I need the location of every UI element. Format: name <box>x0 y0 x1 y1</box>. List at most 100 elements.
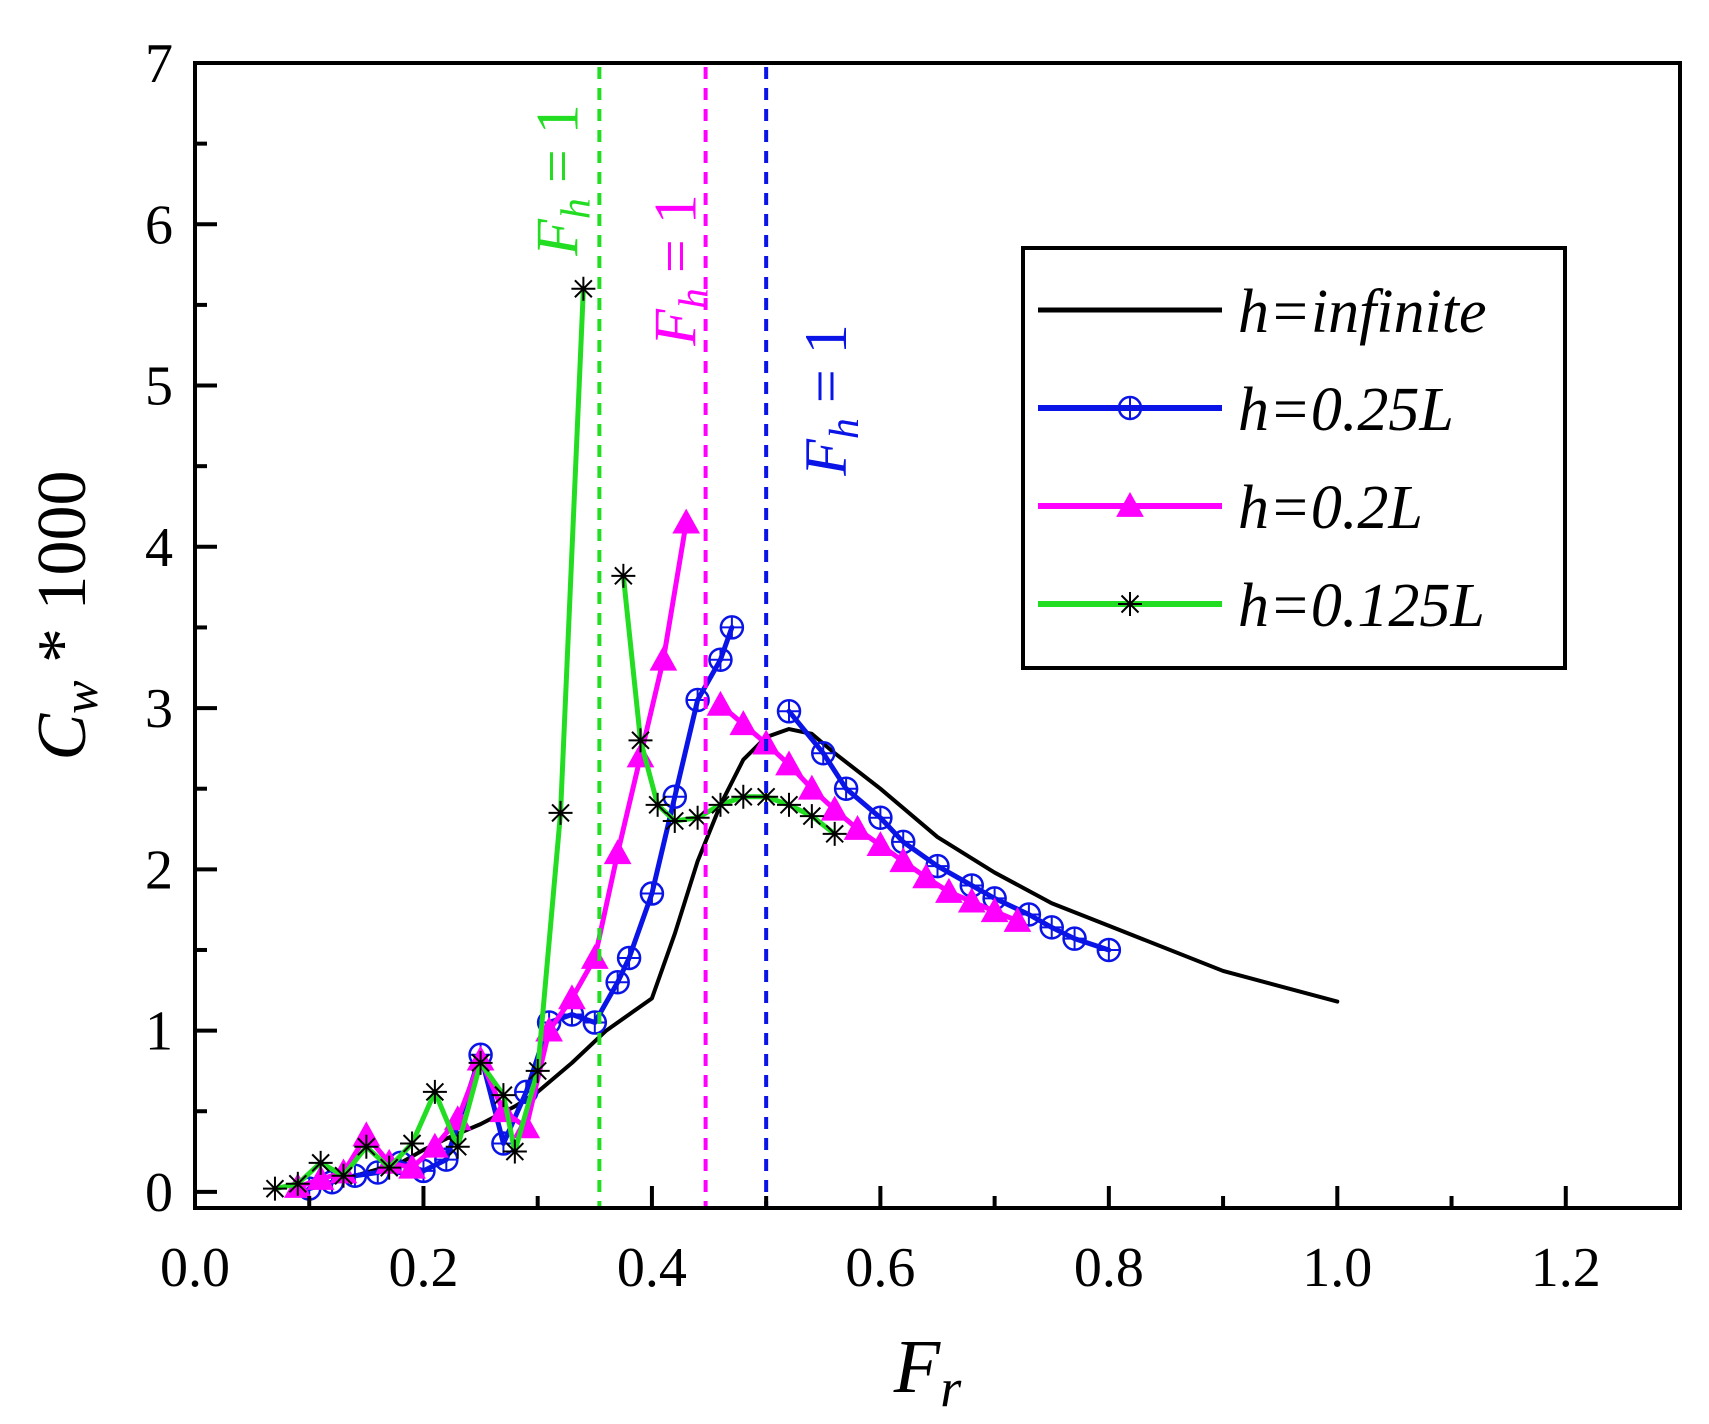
fh-label-main: F <box>643 308 709 347</box>
data-point <box>628 728 653 753</box>
data-point <box>571 276 596 301</box>
data-point <box>729 710 758 736</box>
legend-item: h=0.2L <box>1038 474 1423 542</box>
y-axis-title-sub: w <box>52 680 108 713</box>
data-point <box>582 1010 608 1035</box>
marker-stroke <box>734 787 753 806</box>
marker-stroke <box>448 1137 467 1156</box>
data-point <box>308 1150 333 1175</box>
y-axis-title: Cw * 1000 <box>24 470 108 760</box>
fh-label-rest: = 1 <box>643 194 709 288</box>
marker-stroke <box>631 731 650 750</box>
data-point <box>605 969 630 995</box>
series-line <box>786 708 1112 953</box>
y-tick-label: 7 <box>145 33 173 95</box>
legend: h=infinite h=0.25L h=0.2L h=0.125L <box>1021 246 1567 670</box>
data-point <box>354 1134 379 1159</box>
y-axis-title-rest: * 1000 <box>24 470 101 680</box>
data-point <box>603 839 632 865</box>
marker-stroke <box>311 1153 330 1173</box>
x-axis-title-sub: r <box>940 1358 962 1418</box>
marker-stroke <box>494 1085 513 1105</box>
data-point <box>811 740 836 766</box>
data-point <box>706 690 735 716</box>
marker-stroke <box>288 1174 308 1194</box>
marker-stroke <box>614 566 633 586</box>
x-tick-label: 0.8 <box>1074 1237 1144 1299</box>
fh-label-sub: h <box>672 288 718 309</box>
x-tick-label: 0.6 <box>845 1237 915 1299</box>
data-point <box>833 776 859 801</box>
data-point <box>708 647 733 672</box>
x-tick-label: 0.0 <box>160 1237 230 1299</box>
legend-box <box>1021 246 1567 670</box>
fh-label: Fh = 1 <box>793 324 868 477</box>
data-point <box>400 1131 425 1156</box>
data-point <box>616 945 642 971</box>
marker-stroke <box>574 279 593 298</box>
legend-label: h=0.25L <box>1238 376 1454 444</box>
series-h-infinite <box>307 727 1340 1191</box>
marker-stroke <box>425 1082 445 1102</box>
x-tick-label: 0.2 <box>388 1237 458 1299</box>
data-point <box>1116 491 1144 517</box>
data-point <box>868 805 893 830</box>
data-point <box>672 508 701 534</box>
data-point <box>957 887 986 913</box>
data-point <box>611 563 636 588</box>
marker-stroke <box>551 803 570 823</box>
fh-label: Fh = 1 <box>643 194 718 347</box>
y-tick-label: 5 <box>145 356 173 418</box>
data-point <box>331 1163 356 1188</box>
marker-stroke <box>402 1134 422 1153</box>
data-point <box>285 1171 310 1196</box>
data-point <box>445 1134 470 1159</box>
x-tick-label: 1.0 <box>1302 1237 1372 1299</box>
legend-item: h=0.25L <box>1038 376 1454 444</box>
data-point <box>820 795 849 821</box>
legend-item: h=infinite <box>1038 278 1486 346</box>
data-point <box>889 847 918 873</box>
data-point <box>398 1153 426 1179</box>
x-tick-label: 1.2 <box>1531 1237 1601 1299</box>
y-tick-label: 0 <box>145 1162 173 1224</box>
series-h-0-125l <box>262 276 847 1201</box>
marker-stroke <box>802 806 822 826</box>
y-tick-label: 4 <box>145 517 173 579</box>
plot-frame <box>193 61 1682 1210</box>
data-point <box>935 877 963 903</box>
marker-stroke <box>711 795 730 815</box>
data-point <box>776 699 802 724</box>
data-point <box>731 784 756 809</box>
data-point <box>708 792 733 817</box>
data-point <box>1039 915 1064 940</box>
data-point <box>1118 592 1142 616</box>
marker-stroke <box>334 1166 353 1185</box>
data-point <box>662 808 687 833</box>
data-point <box>639 881 665 906</box>
marker-stroke <box>528 1061 547 1081</box>
fh-label-main: F <box>524 218 590 257</box>
y-tick-label: 6 <box>145 194 173 256</box>
fh-label-rest: = 1 <box>793 324 859 418</box>
data-point <box>421 1132 449 1158</box>
data-point <box>548 800 573 825</box>
data-point <box>434 1147 459 1172</box>
fh-label-main: F <box>793 438 859 477</box>
series-line <box>307 727 1340 1191</box>
data-point <box>719 615 745 640</box>
data-point <box>1003 906 1032 932</box>
data-point <box>491 1083 516 1108</box>
x-tick-label: 0.4 <box>617 1237 687 1299</box>
marker-stroke <box>471 1053 490 1073</box>
reference-lines: Fh = 1Fh = 1Fh = 1 <box>524 67 868 1206</box>
data-point <box>662 784 688 810</box>
marker-stroke <box>779 795 799 815</box>
data-point <box>980 897 1009 923</box>
data-point <box>777 792 801 817</box>
data-point <box>822 821 847 846</box>
marker-stroke <box>665 811 684 831</box>
data-point <box>306 1164 335 1190</box>
data-point <box>799 804 824 829</box>
data-point <box>912 863 940 889</box>
